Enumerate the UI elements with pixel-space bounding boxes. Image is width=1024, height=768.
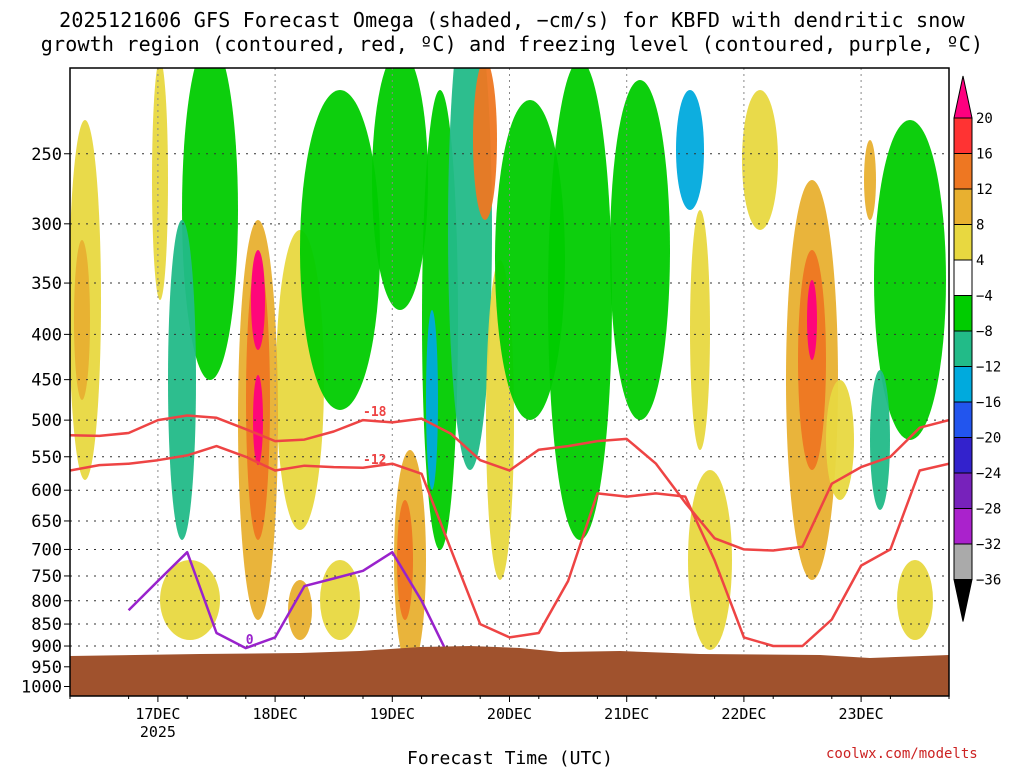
y-tick-label: 400 [31, 325, 62, 345]
omega-shade-blob [372, 68, 428, 310]
x-tick-label: 22DEC [721, 705, 766, 723]
chart-title: 2025121606 GFS Forecast Omega (shaded, −… [0, 8, 1024, 56]
colorbar-label: 16 [976, 147, 993, 163]
y-tick-label: 350 [31, 274, 62, 294]
y-tick-label: 750 [31, 567, 62, 587]
omega-shade-blob [807, 280, 817, 360]
contour-lines: -18 -12 0 [70, 405, 949, 662]
colorbar-swatch [953, 437, 973, 474]
omega-shade-blob [548, 68, 612, 540]
omega-shade-blob [74, 240, 90, 400]
colorbar-label: −24 [976, 466, 1001, 482]
colorbar-label: −8 [976, 324, 993, 340]
colorbar-label: −12 [976, 360, 1001, 376]
y-tick-label: 850 [31, 615, 62, 635]
colorbar-swatch [953, 188, 973, 225]
omega-shade-blob [864, 140, 876, 220]
colorbar-label: −36 [976, 573, 1001, 589]
colorbar: 20 16 12 8 4 −4 −8 −12 −16 −20 −24 −28 −32 −36 [953, 75, 1001, 622]
omega-shade-blob [160, 560, 220, 640]
x-tick-label: 17DEC [135, 705, 180, 723]
x-tick-label: 23DEC [839, 705, 884, 723]
colorbar-swatch [953, 330, 973, 367]
colorbar-label: −32 [976, 537, 1001, 553]
contour-label: 0 [246, 633, 254, 648]
colorbar-label: 12 [976, 182, 993, 198]
omega-shade-blob [690, 210, 710, 450]
chart-title-line1: 2025121606 GFS Forecast Omega (shaded, −… [59, 8, 965, 32]
colorbar-label: −16 [976, 395, 1001, 411]
y-tick-label: 450 [31, 371, 62, 391]
colorbar-swatch [953, 472, 973, 509]
omega-shade-blob [473, 68, 497, 220]
y-tick-label: 700 [31, 540, 62, 560]
y-tick-label: 650 [31, 512, 62, 532]
omega-shade-blob [688, 470, 732, 650]
omega-shade-blob [870, 370, 890, 510]
contour-line--18 [70, 414, 949, 552]
x-tick-label: 21DEC [604, 705, 649, 723]
y-tick-label: 1000 [21, 678, 62, 698]
omega-shade-blob [288, 580, 312, 640]
omega-shade-blob [676, 90, 704, 210]
x-tick-label: 19DEC [370, 705, 415, 723]
colorbar-bottom-arrow [953, 579, 973, 622]
colorbar-label: 20 [976, 111, 993, 127]
contour-line--12 [70, 444, 949, 648]
colorbar-swatch [953, 508, 973, 545]
y-tick-label: 500 [31, 411, 62, 431]
colorbar-swatch [953, 295, 973, 332]
omega-shade-blob [742, 90, 778, 230]
colorbar-swatch [953, 153, 973, 190]
y-tick-label: 950 [31, 658, 62, 678]
terrain-ground [70, 646, 949, 696]
y-tick-label: 800 [31, 592, 62, 612]
y-tick-label: 600 [31, 481, 62, 501]
chart-title-line2: growth region (contoured, red, ºC) and f… [40, 32, 984, 56]
colorbar-label: 4 [976, 253, 984, 269]
colorbar-label: −28 [976, 502, 1001, 518]
omega-shading [70, 68, 946, 670]
omega-shade-blob [897, 560, 933, 640]
grid-lines [70, 68, 949, 696]
colorbar-label: −4 [976, 289, 993, 305]
omega-shade-blob [874, 120, 946, 440]
contour-line-0 [127, 550, 453, 662]
colorbar-swatch [953, 366, 973, 403]
x-tick-label: 20DEC [487, 705, 532, 723]
y-axis: 2503003504004505005506006507007508008509… [21, 145, 70, 698]
omega-shade-blob [826, 380, 854, 500]
colorbar-swatch [953, 401, 973, 438]
colorbar-swatch [953, 259, 973, 296]
colorbar-swatch [953, 117, 973, 154]
y-tick-label: 300 [31, 215, 62, 235]
omega-shade-blob [495, 100, 565, 420]
x-axis-label: Forecast Time (UTC) [407, 748, 613, 768]
omega-shade-blob [610, 80, 670, 420]
omega-shade-blob [253, 375, 263, 465]
colorbar-top-arrow [953, 75, 973, 119]
credit-text: coolwx.com/modelts [826, 746, 978, 762]
x-tick-label-year: 2025 [140, 723, 176, 741]
omega-shade-blob [182, 68, 238, 380]
colorbar-swatch [953, 224, 973, 261]
y-tick-label: 250 [31, 145, 62, 165]
contour-label: -18 [363, 405, 387, 420]
omega-shade-blob [397, 500, 413, 620]
colorbar-label: 8 [976, 218, 984, 234]
omega-shade-blob [426, 310, 438, 490]
contour-label: -12 [363, 453, 386, 468]
y-tick-label: 550 [31, 448, 62, 468]
y-tick-label: 900 [31, 637, 62, 657]
x-tick-label: 18DEC [253, 705, 298, 723]
omega-shade-blob [152, 68, 168, 300]
colorbar-swatch [953, 543, 973, 580]
omega-shade-blob [251, 250, 265, 350]
colorbar-label: −20 [976, 431, 1001, 447]
omega-shade-blob [300, 90, 380, 410]
